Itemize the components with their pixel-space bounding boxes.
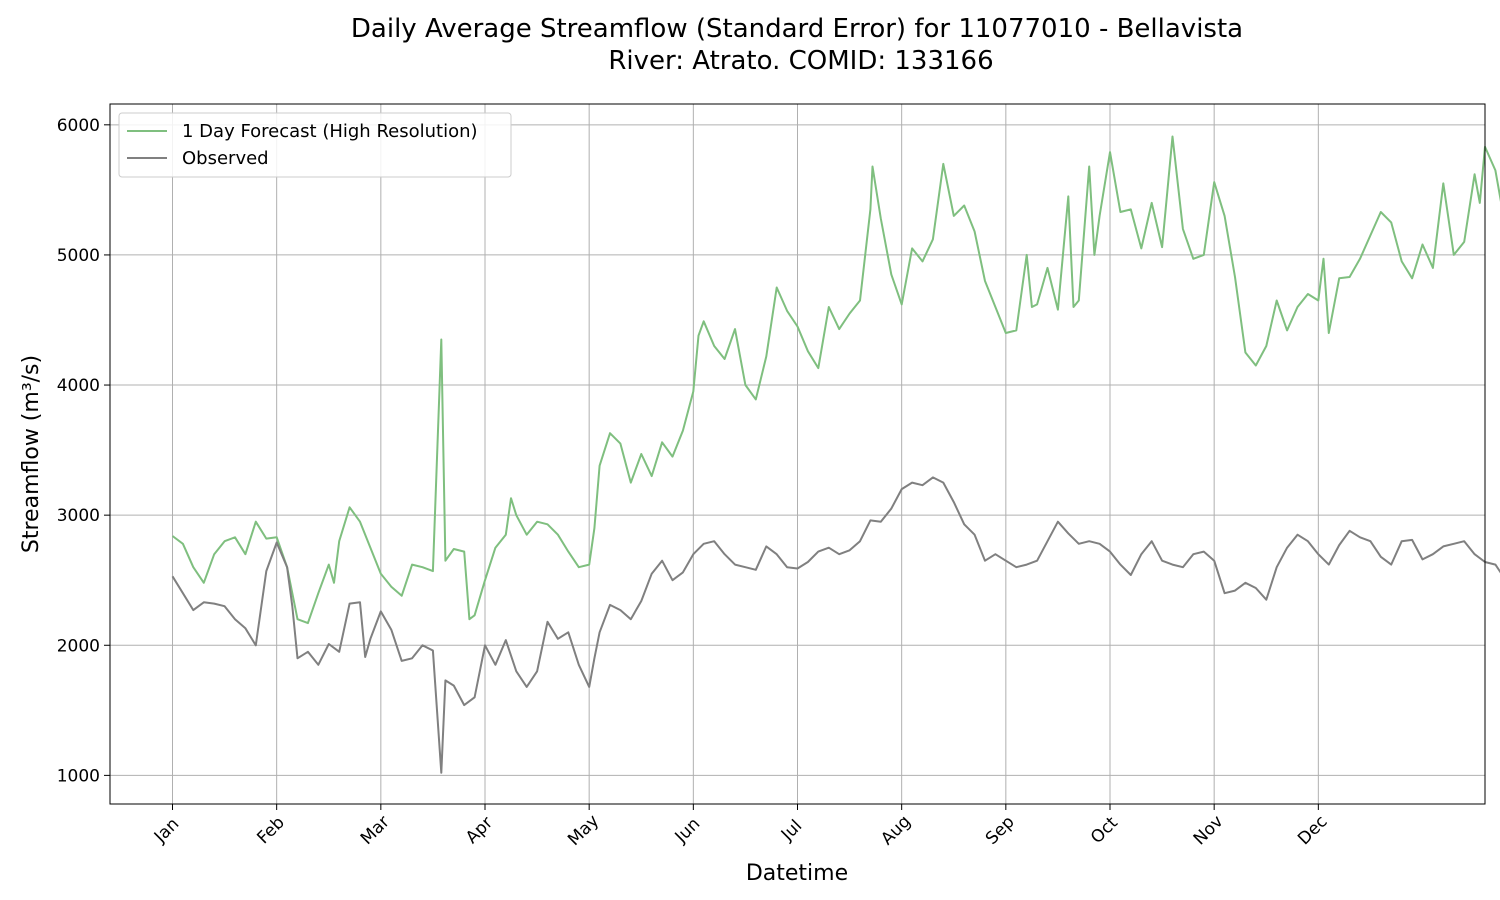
legend: 1 Day Forecast (High Resolution) Observe… (118, 112, 512, 178)
series-line-0 (171, 135, 1500, 625)
chart-title-line-1: Daily Average Streamflow (Standard Error… (351, 14, 1243, 44)
y-tick-label: 3000 (57, 506, 100, 526)
y-tick-label: 4000 (57, 376, 100, 396)
series-line-1 (171, 476, 1500, 774)
y-tick-label: 2000 (57, 636, 100, 656)
y-tick-label: 5000 (57, 246, 100, 266)
series-layer (171, 135, 1500, 774)
chart-title-line-2: River: Atrato. COMID: 133166 (608, 46, 993, 76)
x-axis-label: Datetime (746, 861, 848, 886)
y-tick-label: 1000 (57, 766, 100, 786)
y-axis: 1000 2000 3000 4000 5000 6000 (57, 116, 110, 786)
y-axis-label: Streamflow (m³/s) (19, 355, 44, 553)
legend-label-forecast: 1 Day Forecast (High Resolution) (182, 121, 478, 142)
y-tick-label: 6000 (57, 116, 100, 136)
legend-box (118, 112, 512, 178)
legend-label-observed: Observed (182, 148, 269, 169)
